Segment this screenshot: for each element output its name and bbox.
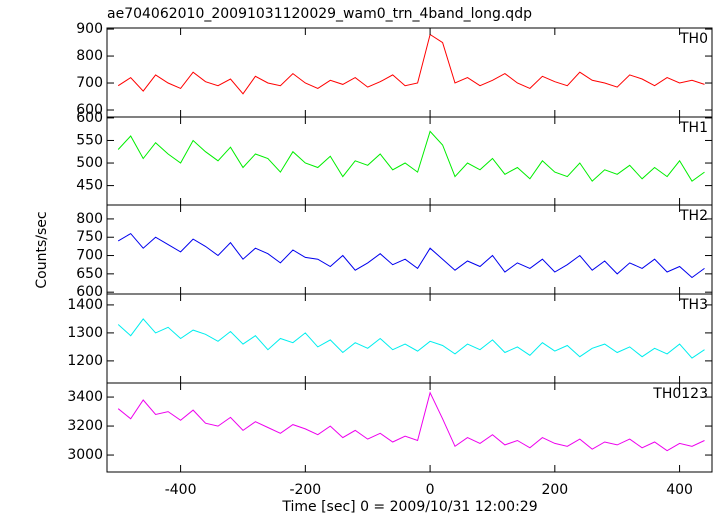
data-line — [117, 33, 705, 95]
legend-label: TH0123 — [652, 386, 708, 402]
y-tick-label: 450 — [76, 178, 103, 194]
y-tick-label: 600 — [76, 110, 103, 126]
panel-frame — [106, 27, 713, 118]
y-tick-label: 700 — [76, 75, 103, 91]
y-tick-label: 900 — [76, 21, 103, 37]
panel-frame — [106, 293, 713, 384]
y-tick-label: 3000 — [67, 447, 103, 463]
panel-frame — [106, 382, 713, 473]
x-tick-label: 0 — [426, 482, 435, 498]
x-tick-label: 400 — [666, 482, 693, 498]
y-tick-label: 1200 — [67, 353, 103, 369]
y-tick-label: 700 — [76, 248, 103, 264]
y-tick-label: 800 — [76, 211, 103, 227]
chart-title: ae704062010_20091031120029_wam0_trn_4ban… — [107, 6, 532, 22]
panel-frame — [106, 204, 713, 295]
x-tick-label: 200 — [541, 482, 568, 498]
legend-label: TH1 — [679, 120, 708, 136]
legend-label: TH0 — [679, 31, 708, 47]
x-tick-label: -400 — [165, 482, 197, 498]
y-tick-label: 750 — [76, 229, 103, 245]
y-tick-label: 3400 — [67, 389, 103, 405]
x-tick-label: -200 — [289, 482, 321, 498]
data-line — [117, 318, 705, 359]
data-line — [117, 391, 705, 452]
y-tick-label: 650 — [76, 266, 103, 282]
panel-frame — [106, 116, 713, 206]
y-axis-label: Counts/sec — [34, 211, 50, 288]
y-tick-label: 500 — [76, 155, 103, 171]
x-axis-label: Time [sec] 0 = 2009/10/31 12:00:29 — [281, 499, 537, 515]
y-tick-label: 600 — [76, 102, 103, 118]
y-tick-label: 600 — [76, 284, 103, 300]
data-line — [117, 232, 705, 279]
legend-label: TH2 — [679, 208, 708, 224]
legend-label: TH3 — [679, 297, 708, 313]
data-line — [117, 130, 705, 182]
y-tick-label: 550 — [76, 132, 103, 148]
y-tick-label: 1300 — [67, 325, 103, 341]
y-tick-label: 800 — [76, 48, 103, 64]
y-tick-label: 1400 — [67, 297, 103, 313]
y-tick-label: 3200 — [67, 418, 103, 434]
